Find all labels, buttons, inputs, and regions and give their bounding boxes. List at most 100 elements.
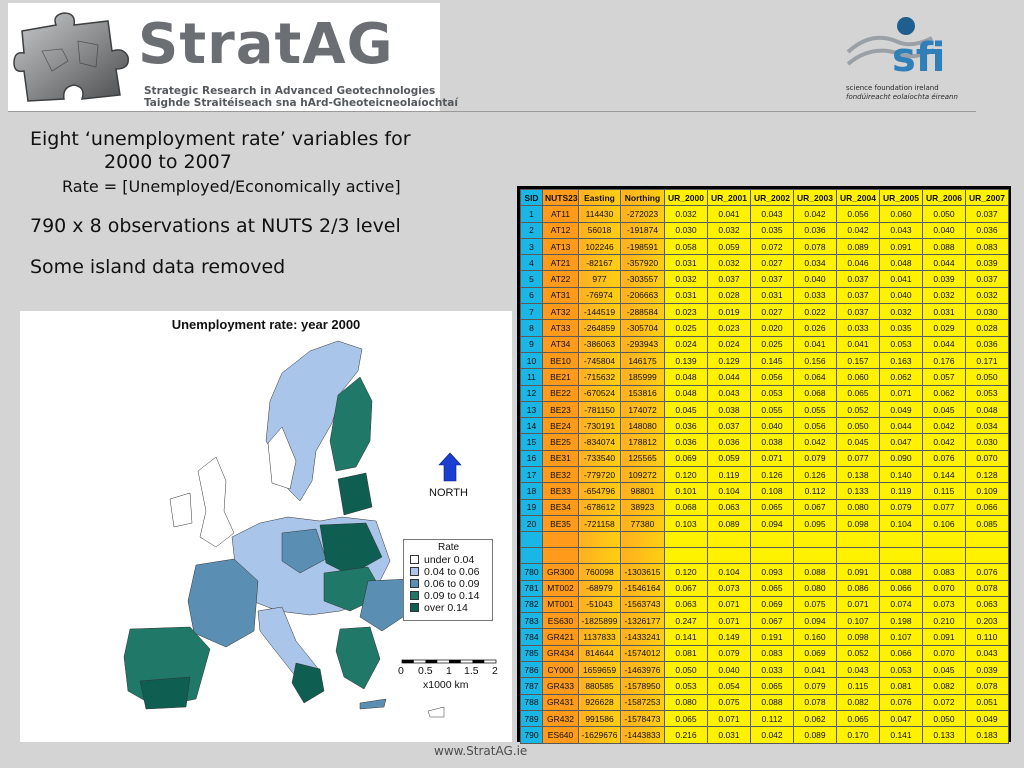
table-cell: 0.080 <box>836 498 880 516</box>
table-cell: 0.059 <box>707 449 751 468</box>
table-cell: 0.075 <box>793 595 837 614</box>
table-cell: 0.042 <box>793 205 837 223</box>
table-cell: 0.041 <box>836 335 880 353</box>
table-cell: 7 <box>520 303 543 321</box>
legend-label: 0.06 to 0.09 <box>424 577 480 590</box>
table-cell: 0.062 <box>922 384 966 402</box>
table-cell: 0.056 <box>793 417 837 435</box>
table-cell: 0.183 <box>965 726 1009 744</box>
table-cell-empty <box>620 531 665 549</box>
table-cell: 926628 <box>578 693 621 711</box>
table-cell: 0.044 <box>922 335 966 353</box>
table-cell: 0.071 <box>707 612 751 630</box>
table-cell-empty <box>750 547 794 565</box>
table-cell: 38923 <box>620 498 665 516</box>
table-cell: 0.031 <box>750 286 794 305</box>
table-cell: 0.063 <box>664 595 708 614</box>
table-cell: 0.051 <box>965 693 1009 711</box>
table-row: 786 CY000 1659659 -1463976 0.050 0.040 0.033 0.… <box>520 661 1009 679</box>
map-region-uk <box>197 456 235 548</box>
table-cell-empty <box>578 531 621 549</box>
table-cell-empty <box>542 547 579 565</box>
table-cell: 0.089 <box>836 237 880 256</box>
table-cell: 0.141 <box>664 628 708 646</box>
table-cell: 0.103 <box>664 514 708 533</box>
table-cell: 0.050 <box>965 368 1009 386</box>
legend-swatch <box>410 567 419 576</box>
legend-swatch <box>410 603 419 612</box>
table-cell: 0.050 <box>922 205 966 223</box>
table-cell: BE25 <box>542 433 579 451</box>
table-cell: 0.042 <box>922 433 966 451</box>
stratag-logo: StratAG Strategic Research in Advanced G… <box>8 3 458 111</box>
table-cell: GR431 <box>542 693 579 711</box>
table-cell: BE22 <box>542 384 579 402</box>
table-cell: 0.065 <box>664 709 708 728</box>
table-cell: 0.139 <box>664 351 708 370</box>
table-cell-empty <box>520 547 543 565</box>
table-cell: 1 <box>520 205 543 223</box>
table-cell: 6 <box>520 286 543 305</box>
table-cell: 0.040 <box>922 221 966 239</box>
table-cell: 0.104 <box>707 482 751 500</box>
table-cell: 0.040 <box>707 661 751 679</box>
legend-swatch <box>410 555 419 564</box>
table-cell-empty <box>578 547 621 565</box>
table-cell: 0.037 <box>707 417 751 435</box>
map-region-south-spain <box>139 676 191 710</box>
table-cell: 0.069 <box>664 449 708 468</box>
table-cell: -68979 <box>578 579 621 597</box>
column-header: UR_2003 <box>793 188 837 207</box>
table-cell: 0.032 <box>707 221 751 239</box>
map-region-baltics <box>337 472 373 516</box>
table-cell-empty <box>707 531 751 549</box>
table-cell: 0.042 <box>750 726 794 744</box>
map-legend: Rate under 0.04 0.04 to 0.06 0.06 to 0.0… <box>403 539 493 621</box>
table-cell: -288584 <box>620 303 665 321</box>
table-cell: 0.037 <box>965 205 1009 223</box>
table-cell: 0.028 <box>965 319 1009 337</box>
table-row: 785 GR434 814644 -1574012 0.081 0.079 0.083 0.0… <box>520 644 1009 663</box>
table-cell: -1574012 <box>620 644 665 663</box>
north-arrow-icon <box>438 452 462 482</box>
table-row: 18 BE33 -654796 98801 0.101 0.104 0.108 0.112 0.… <box>520 482 1009 500</box>
table-cell: 0.079 <box>707 644 751 663</box>
table-cell: -730191 <box>578 417 621 435</box>
table-cell: 0.041 <box>707 205 751 223</box>
table-cell: 0.080 <box>664 693 708 711</box>
table-cell: 0.053 <box>965 384 1009 402</box>
table-cell: 0.089 <box>793 726 837 744</box>
table-cell: -715632 <box>578 368 621 386</box>
table-cell: -1433241 <box>620 628 665 646</box>
table-cell: 0.066 <box>879 579 923 597</box>
scale-tick-label: 1 <box>446 665 452 677</box>
table-cell: -198591 <box>620 237 665 256</box>
table-row: 6 AT31 -76974 -206663 0.031 0.028 0.031 0.033 0.… <box>520 286 1009 305</box>
table-cell: 0.133 <box>836 482 880 500</box>
table-cell: 0.043 <box>836 661 880 679</box>
legend-label: 0.04 to 0.06 <box>424 565 480 578</box>
table-cell: 0.032 <box>879 303 923 321</box>
column-header: UR_2000 <box>664 188 708 207</box>
table-cell-empty <box>793 531 837 549</box>
table-cell: 0.067 <box>664 579 708 597</box>
table-cell: 0.023 <box>664 303 708 321</box>
table-cell: 0.082 <box>836 693 880 711</box>
table-cell: 0.107 <box>879 628 923 646</box>
table-cell: 0.112 <box>750 709 794 728</box>
table-cell: 0.129 <box>707 351 751 370</box>
table-cell: 2 <box>520 221 543 239</box>
map-region-finland <box>329 376 373 472</box>
table-cell-empty <box>965 531 1009 549</box>
table-cell: 0.115 <box>836 677 880 695</box>
table-cell: 0.022 <box>793 303 837 321</box>
table-row: 4 AT21 -82167 -357920 0.031 0.032 0.027 0.034 0.… <box>520 254 1009 272</box>
column-header: UR_2007 <box>965 188 1009 207</box>
table-cell: 0.104 <box>707 563 751 581</box>
table-cell: -76974 <box>578 286 621 305</box>
table-cell: 0.069 <box>750 595 794 614</box>
table-cell: 0.081 <box>664 644 708 663</box>
table-cell: -779720 <box>578 466 621 484</box>
scale-bar-icon <box>401 659 497 664</box>
table-cell: 0.049 <box>965 709 1009 728</box>
